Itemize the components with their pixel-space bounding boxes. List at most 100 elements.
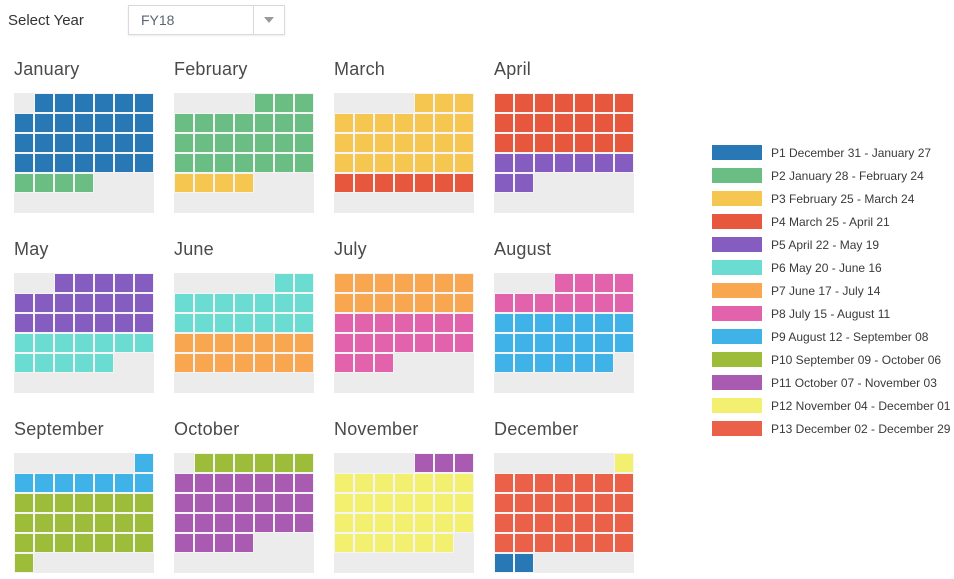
day-cell-p13[interactable] — [514, 513, 534, 533]
day-cell-p11[interactable] — [174, 473, 194, 493]
day-cell-p11[interactable] — [174, 513, 194, 533]
day-cell-p3[interactable] — [354, 153, 374, 173]
day-cell-p9[interactable] — [134, 473, 154, 493]
day-cell-p13[interactable] — [554, 473, 574, 493]
day-cell-p7[interactable] — [294, 333, 314, 353]
day-cell-p8[interactable] — [354, 353, 374, 373]
day-cell-p5[interactable] — [534, 153, 554, 173]
day-cell-p12[interactable] — [354, 473, 374, 493]
day-cell-p3[interactable] — [434, 113, 454, 133]
day-cell-p1[interactable] — [134, 133, 154, 153]
day-cell-p2[interactable] — [174, 113, 194, 133]
day-cell-p2[interactable] — [194, 113, 214, 133]
day-cell-p5[interactable] — [14, 313, 34, 333]
day-cell-p12[interactable] — [354, 513, 374, 533]
day-cell-p12[interactable] — [394, 493, 414, 513]
day-cell-p2[interactable] — [174, 153, 194, 173]
day-cell-p3[interactable] — [374, 133, 394, 153]
day-cell-p9[interactable] — [554, 333, 574, 353]
day-cell-p11[interactable] — [294, 493, 314, 513]
day-cell-p9[interactable] — [574, 353, 594, 373]
day-cell-p6[interactable] — [94, 353, 114, 373]
day-cell-p10[interactable] — [34, 493, 54, 513]
day-cell-p12[interactable] — [374, 473, 394, 493]
day-cell-p1[interactable] — [14, 133, 34, 153]
day-cell-p2[interactable] — [174, 133, 194, 153]
day-cell-p4[interactable] — [574, 113, 594, 133]
day-cell-p6[interactable] — [294, 293, 314, 313]
day-cell-p2[interactable] — [274, 93, 294, 113]
day-cell-p8[interactable] — [574, 273, 594, 293]
year-dropdown-arrow-button[interactable] — [253, 6, 284, 34]
day-cell-p1[interactable] — [54, 133, 74, 153]
day-cell-p11[interactable] — [234, 473, 254, 493]
day-cell-p3[interactable] — [454, 93, 474, 113]
day-cell-p5[interactable] — [494, 173, 514, 193]
day-cell-p10[interactable] — [14, 553, 34, 573]
day-cell-p9[interactable] — [514, 333, 534, 353]
day-cell-p3[interactable] — [414, 93, 434, 113]
day-cell-p6[interactable] — [274, 293, 294, 313]
day-cell-p9[interactable] — [14, 473, 34, 493]
day-cell-p12[interactable] — [354, 533, 374, 553]
day-cell-p9[interactable] — [34, 473, 54, 493]
day-cell-p5[interactable] — [74, 293, 94, 313]
day-cell-p9[interactable] — [494, 353, 514, 373]
day-cell-p1[interactable] — [34, 113, 54, 133]
day-cell-p9[interactable] — [74, 473, 94, 493]
day-cell-p11[interactable] — [234, 513, 254, 533]
day-cell-p10[interactable] — [114, 533, 134, 553]
day-cell-p9[interactable] — [134, 453, 154, 473]
day-cell-p5[interactable] — [494, 153, 514, 173]
day-cell-p2[interactable] — [294, 113, 314, 133]
day-cell-p2[interactable] — [194, 153, 214, 173]
day-cell-p5[interactable] — [514, 153, 534, 173]
day-cell-p9[interactable] — [554, 353, 574, 373]
day-cell-p12[interactable] — [414, 533, 434, 553]
day-cell-p2[interactable] — [74, 173, 94, 193]
day-cell-p8[interactable] — [494, 293, 514, 313]
day-cell-p7[interactable] — [354, 273, 374, 293]
day-cell-p11[interactable] — [174, 533, 194, 553]
day-cell-p13[interactable] — [514, 473, 534, 493]
day-cell-p12[interactable] — [394, 533, 414, 553]
day-cell-p10[interactable] — [54, 533, 74, 553]
day-cell-p7[interactable] — [454, 273, 474, 293]
day-cell-p5[interactable] — [94, 313, 114, 333]
day-cell-p8[interactable] — [434, 313, 454, 333]
day-cell-p10[interactable] — [34, 513, 54, 533]
day-cell-p3[interactable] — [334, 113, 354, 133]
day-cell-p11[interactable] — [234, 493, 254, 513]
day-cell-p9[interactable] — [534, 333, 554, 353]
day-cell-p1[interactable] — [34, 93, 54, 113]
day-cell-p1[interactable] — [114, 113, 134, 133]
day-cell-p2[interactable] — [254, 113, 274, 133]
day-cell-p6[interactable] — [234, 313, 254, 333]
day-cell-p4[interactable] — [374, 173, 394, 193]
day-cell-p11[interactable] — [254, 513, 274, 533]
day-cell-p9[interactable] — [94, 473, 114, 493]
day-cell-p3[interactable] — [174, 173, 194, 193]
day-cell-p3[interactable] — [434, 93, 454, 113]
day-cell-p13[interactable] — [594, 493, 614, 513]
day-cell-p12[interactable] — [334, 473, 354, 493]
day-cell-p5[interactable] — [94, 293, 114, 313]
day-cell-p6[interactable] — [194, 293, 214, 313]
day-cell-p13[interactable] — [554, 533, 574, 553]
day-cell-p10[interactable] — [54, 493, 74, 513]
day-cell-p3[interactable] — [334, 133, 354, 153]
day-cell-p5[interactable] — [134, 313, 154, 333]
day-cell-p6[interactable] — [134, 333, 154, 353]
day-cell-p3[interactable] — [454, 113, 474, 133]
day-cell-p4[interactable] — [554, 133, 574, 153]
day-cell-p7[interactable] — [354, 293, 374, 313]
day-cell-p7[interactable] — [214, 353, 234, 373]
day-cell-p4[interactable] — [534, 93, 554, 113]
day-cell-p11[interactable] — [414, 453, 434, 473]
day-cell-p4[interactable] — [614, 93, 634, 113]
day-cell-p2[interactable] — [214, 113, 234, 133]
day-cell-p12[interactable] — [374, 513, 394, 533]
day-cell-p6[interactable] — [254, 313, 274, 333]
day-cell-p9[interactable] — [514, 353, 534, 373]
day-cell-p13[interactable] — [574, 513, 594, 533]
